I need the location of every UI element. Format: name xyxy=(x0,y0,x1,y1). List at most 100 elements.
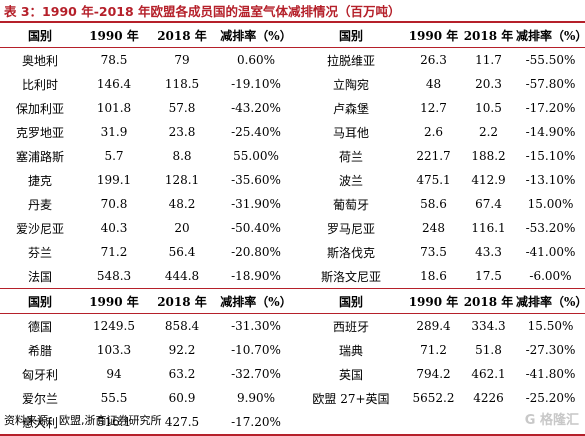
table-row: 爱沙尼亚 40.3 20 -50.40% 罗马尼亚 248 116.1 -53.20% xyxy=(0,216,585,240)
table-cell: -31.30% xyxy=(231,319,281,333)
header-cell: 减排率（%） xyxy=(516,294,585,309)
header-cell: 减排率（%） xyxy=(220,294,292,309)
table-cell: -55.50% xyxy=(525,53,576,67)
table-cell: 48 xyxy=(425,77,442,91)
table-cell: 94 xyxy=(106,367,122,381)
table-cell: 爱沙尼亚 xyxy=(15,221,64,236)
table-cell: 0.60% xyxy=(236,53,276,67)
header-cell: 减排率（%） xyxy=(220,28,292,43)
table-cell: 立陶宛 xyxy=(332,77,369,92)
table-cell: 15.50% xyxy=(527,319,574,333)
table-cell: 丹麦 xyxy=(27,197,52,212)
table-cell: -53.20% xyxy=(525,221,576,235)
table-cell: 爱尔兰 xyxy=(21,391,58,406)
header-cell: 国别 xyxy=(338,294,363,309)
table-cell: -17.20% xyxy=(231,415,281,429)
table-cell: 芬兰 xyxy=(27,245,52,260)
header-cell: 2018 年 xyxy=(157,294,207,309)
table-cell: -25.20% xyxy=(525,391,576,405)
table-cell: 匈牙利 xyxy=(21,367,58,382)
table-cell: 412.9 xyxy=(471,173,506,187)
table-cell: 40.3 xyxy=(100,221,128,235)
table-cell: -41.00% xyxy=(525,245,576,259)
table-cell: -15.10% xyxy=(525,149,576,163)
table-cell: 希腊 xyxy=(27,343,52,358)
table-row: 匈牙利 94 63.2 -32.70% 英国 794.2 462.1 -41.80% xyxy=(0,362,585,386)
table-cell: 548.3 xyxy=(96,269,132,283)
table-cell: 57.8 xyxy=(168,101,196,115)
table-cell: 71.2 xyxy=(420,343,447,357)
table-cell: 101.8 xyxy=(96,101,132,115)
table-cell: 58.6 xyxy=(420,197,447,211)
table-cell: 12.7 xyxy=(420,101,447,115)
table-cell: 保加利亚 xyxy=(15,101,64,116)
table-cell: -32.70% xyxy=(231,367,281,381)
table-caption: 表 3：1990 年-2018 年欧盟各成员国的温室气体减排情况（百万吨） xyxy=(4,4,401,19)
table-cell: 15.00% xyxy=(527,197,574,211)
table-cell: -6.00% xyxy=(529,269,572,283)
table-cell: 43.3 xyxy=(475,245,502,259)
table-cell: 1249.5 xyxy=(93,319,135,333)
table-cell: 9.90% xyxy=(236,391,276,405)
header-cell: 国别 xyxy=(27,28,52,43)
table-cell: 11.7 xyxy=(475,53,502,67)
table-row: 德国 1249.5 858.4 -31.30% 西班牙 289.4 334.3 15.50% xyxy=(0,314,585,339)
table-cell: -35.60% xyxy=(231,173,281,187)
table-cell: 51.8 xyxy=(475,343,502,357)
table-row: 芬兰 71.2 56.4 -20.80% 斯洛伐克 73.5 43.3 -41.00% xyxy=(0,240,585,264)
table-cell: 56.4 xyxy=(168,245,196,259)
header-cell: 1990 年 xyxy=(408,294,459,309)
table-cell: 5652.2 xyxy=(412,391,455,405)
table-cell: 克罗地亚 xyxy=(15,125,64,140)
table-cell: 葡萄牙 xyxy=(332,197,369,212)
table-cell: 70.8 xyxy=(100,197,128,211)
table-cell: 17.5 xyxy=(475,269,502,283)
table-cell: 23.8 xyxy=(168,125,196,139)
table-cell: 5.7 xyxy=(104,149,124,163)
header-cell: 1990 年 xyxy=(408,28,459,43)
table-cell: 2.6 xyxy=(423,125,444,139)
table-cell: 188.2 xyxy=(471,149,506,163)
source-note: 资料来源：欧盟,浙商证券研究所 xyxy=(4,414,162,427)
table-cell: -20.80% xyxy=(231,245,281,259)
table-cell: -25.40% xyxy=(231,125,281,139)
table-cell: 斯洛伐克 xyxy=(326,245,375,260)
table-cell xyxy=(296,410,406,435)
table-cell: 444.8 xyxy=(164,269,200,283)
table-cell: 瑞典 xyxy=(338,343,363,358)
table-cell: 26.3 xyxy=(420,53,447,67)
table-cell: -31.90% xyxy=(231,197,281,211)
table-cell: 55.5 xyxy=(100,391,128,405)
table-cell: 55.00% xyxy=(233,149,279,163)
table-cell: 马耳他 xyxy=(332,125,369,140)
header-cell: 2018 年 xyxy=(463,294,514,309)
table-cell: -41.80% xyxy=(525,367,576,381)
table-cell: 波兰 xyxy=(338,173,363,188)
table-cell: 比利时 xyxy=(21,77,58,92)
table-cell: 10.5 xyxy=(475,101,502,115)
table-cell: 858.4 xyxy=(164,319,200,333)
table-row: 丹麦 70.8 48.2 -31.90% 葡萄牙 58.6 67.4 15.00% xyxy=(0,192,585,216)
table-cell: 20 xyxy=(174,221,190,235)
table-cell: -27.30% xyxy=(525,343,576,357)
table-cell: -14.90% xyxy=(525,125,576,139)
table-cell: 63.2 xyxy=(168,367,196,381)
table-row: 奥地利 78.5 79 0.60% 拉脱维亚 26.3 11.7 -55.50% xyxy=(0,48,585,73)
header-cell: 2018 年 xyxy=(157,28,207,43)
table-cell: 462.1 xyxy=(471,367,506,381)
table-row: 保加利亚 101.8 57.8 -43.20% 卢森堡 12.7 10.5 -17.20% xyxy=(0,96,585,120)
table-cell: 92.2 xyxy=(168,343,196,357)
table-cell: 116.1 xyxy=(471,221,506,235)
table-row: 希腊 103.3 92.2 -10.70% 瑞典 71.2 51.8 -27.30% xyxy=(0,338,585,362)
table-cell: 罗马尼亚 xyxy=(326,221,375,236)
table-cell: -19.10% xyxy=(231,77,281,91)
table-cell: 289.4 xyxy=(416,319,451,333)
header-cell: 国别 xyxy=(27,294,52,309)
table-cell: 73.5 xyxy=(420,245,447,259)
table-cell: 奥地利 xyxy=(21,53,58,68)
header-cell: 减排率（%） xyxy=(516,28,585,43)
table-cell: -57.80% xyxy=(525,77,576,91)
header-cell: 1990 年 xyxy=(89,294,139,309)
table-cell: -18.90% xyxy=(231,269,281,283)
table-cell: 248 xyxy=(422,221,445,235)
